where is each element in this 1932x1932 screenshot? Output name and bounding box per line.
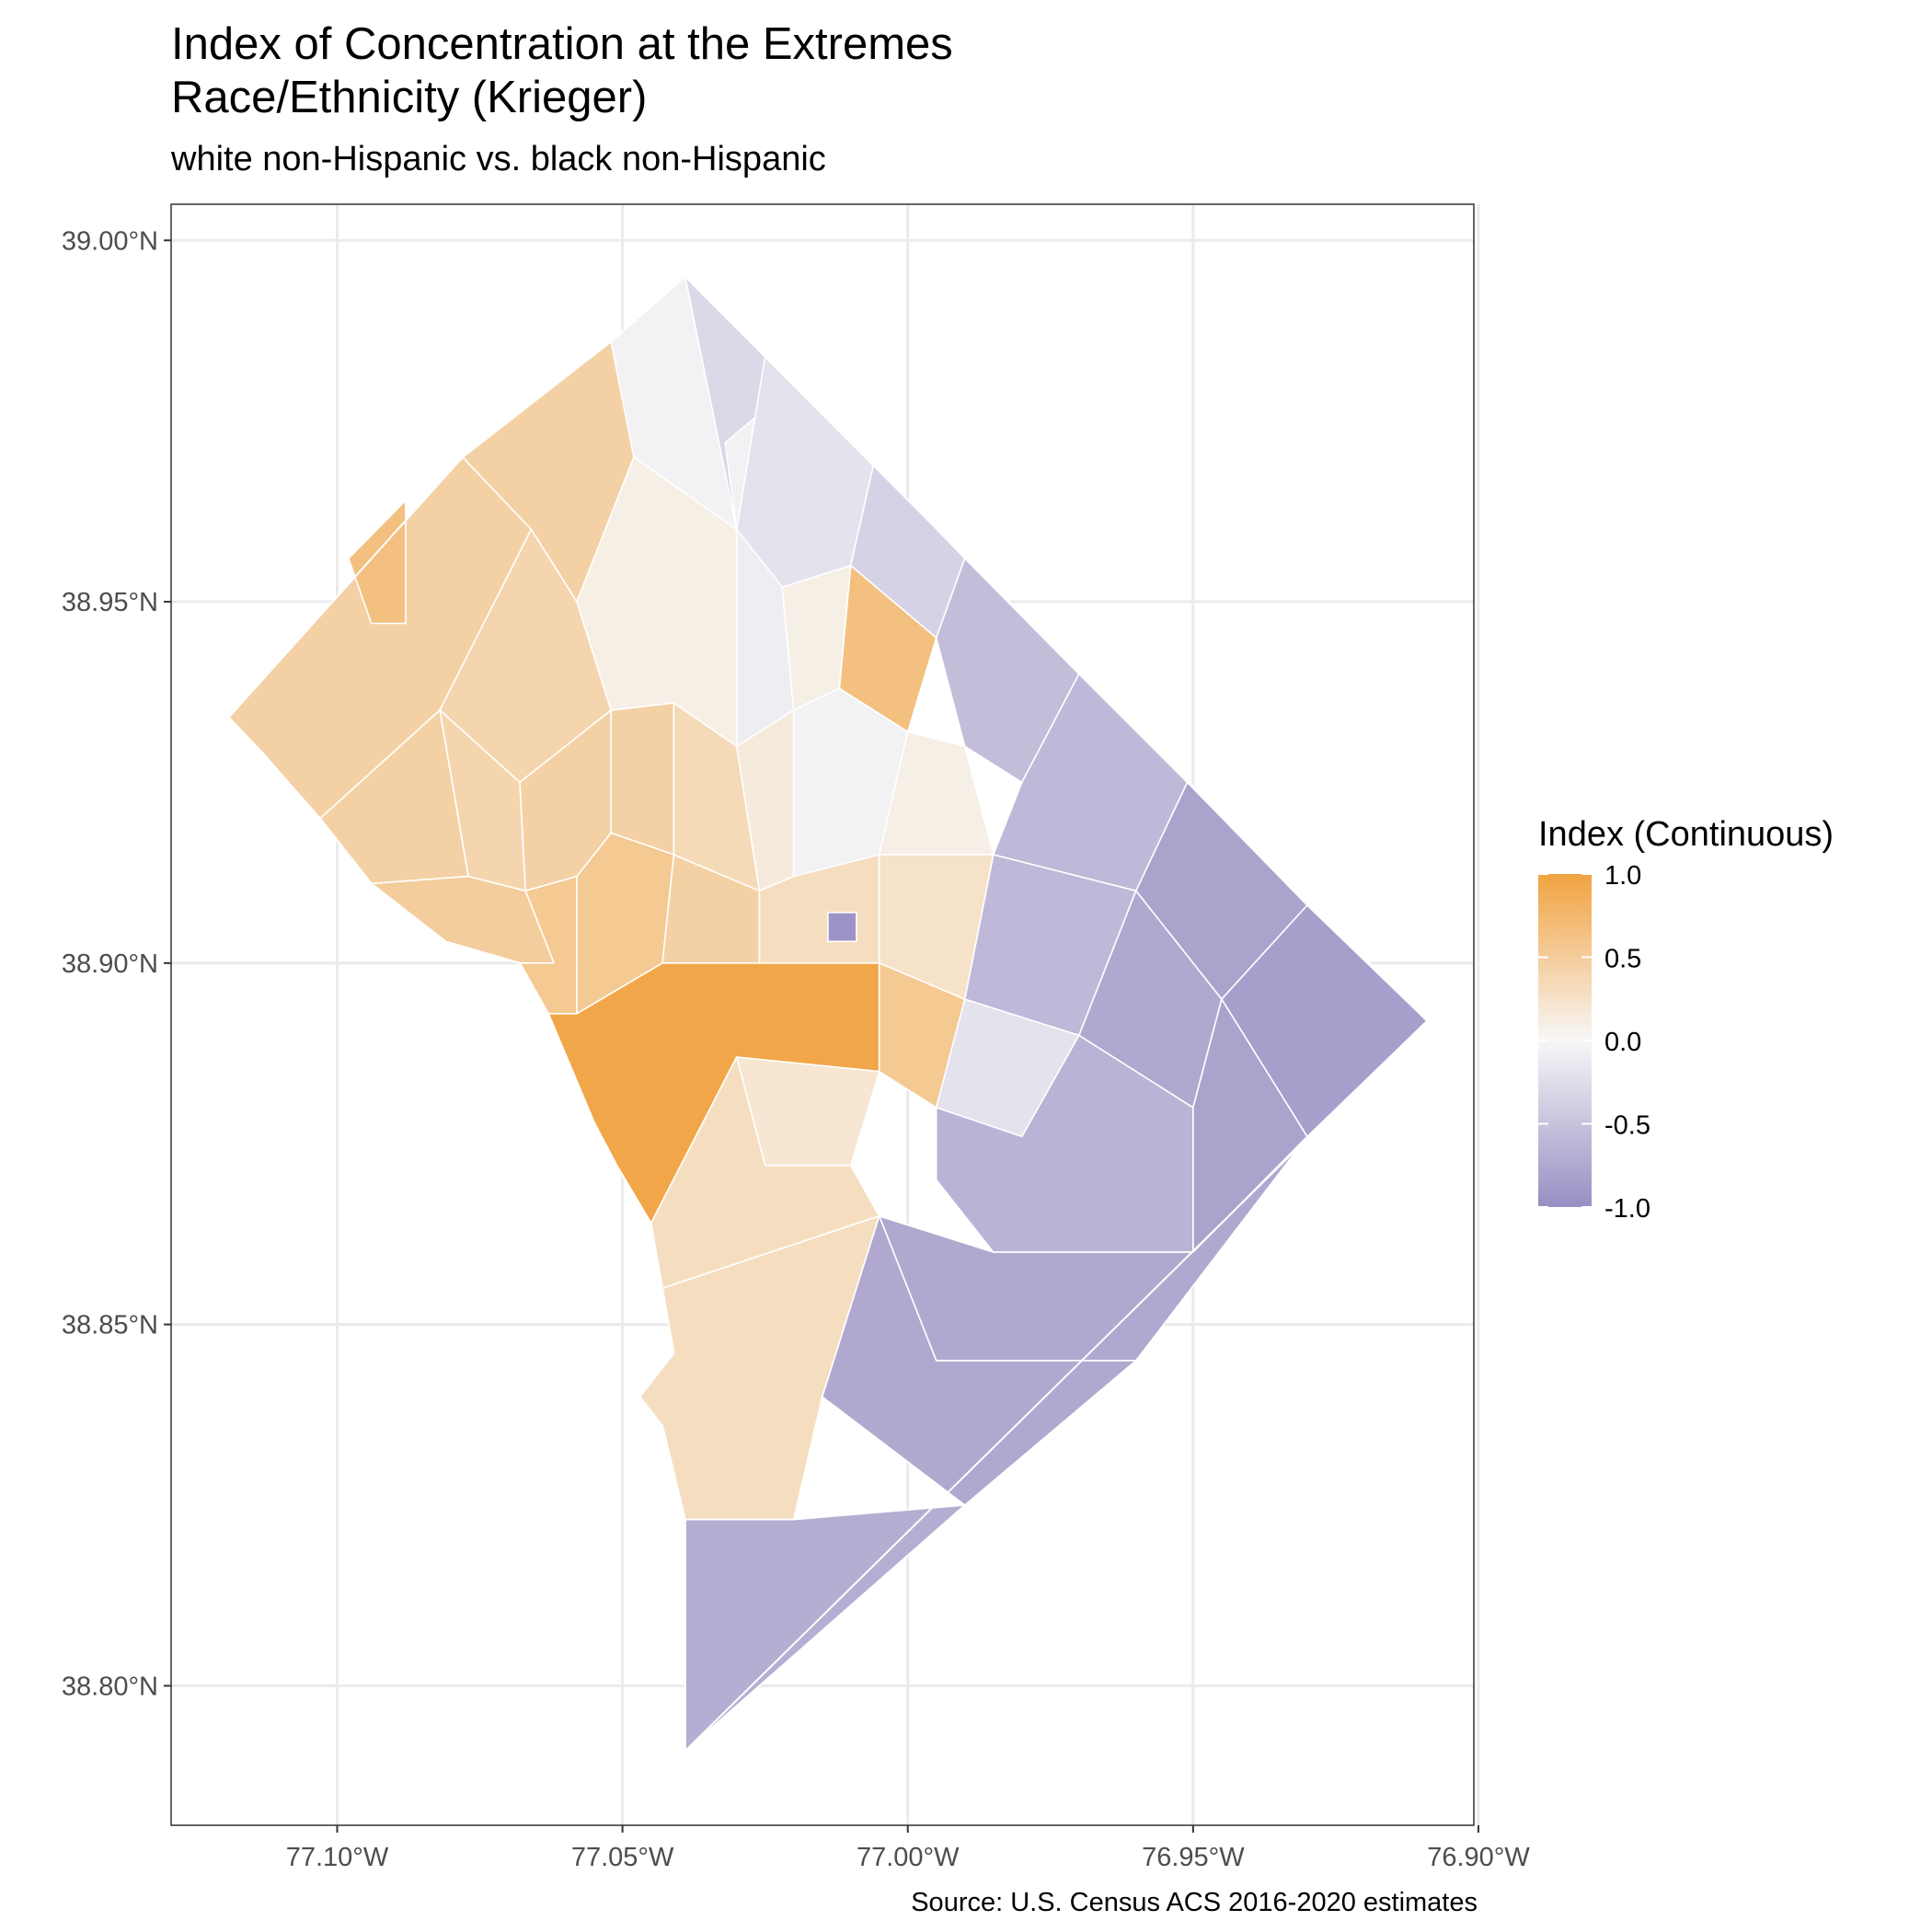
district-outline	[227, 275, 1429, 1754]
y-tick-label: 38.85°N	[62, 1311, 158, 1340]
legend-tick-label: 1.0	[1604, 861, 1641, 891]
y-tick-label: 38.80°N	[62, 1672, 158, 1701]
source-caption: Source: U.S. Census ACS 2016-2020 estima…	[911, 1888, 1478, 1917]
y-axis: 39.00°N 38.95°N 38.90°N 38.85°N 38.80°N	[62, 226, 171, 1701]
x-tick-label: 76.90°W	[1427, 1843, 1530, 1872]
x-axis: 77.10°W 77.05°W 77.00°W 76.95°W 76.90°W	[286, 1825, 1530, 1872]
chart-title-line1: Index of Concentration at the Extremes	[171, 19, 953, 69]
legend-tick-label: -0.5	[1604, 1111, 1650, 1141]
y-tick-label: 38.90°N	[62, 949, 158, 979]
y-tick-label: 38.95°N	[62, 588, 158, 617]
legend-tick-label: 0.5	[1604, 945, 1641, 974]
legend-title: Index (Continuous)	[1538, 815, 1834, 854]
census-tract	[935, 1034, 1194, 1253]
chart-title-line2: Race/Ethnicity (Krieger)	[171, 73, 648, 122]
x-tick-label: 77.05°W	[571, 1843, 674, 1872]
census-tract	[610, 702, 675, 856]
legend-ticks: 1.0 0.5 0.0 -0.5 -1.0	[1538, 861, 1650, 1224]
y-tick-label: 39.00°N	[62, 226, 158, 256]
x-tick-label: 77.10°W	[286, 1843, 389, 1872]
x-tick-label: 77.00°W	[857, 1843, 960, 1872]
census-tract	[348, 500, 407, 625]
census-tract	[935, 558, 1080, 784]
legend: 1.0 0.5 0.0 -0.5 -1.0	[1538, 861, 1650, 1224]
x-tick-label: 76.95°W	[1142, 1843, 1245, 1872]
census-tracts	[227, 275, 1428, 1752]
legend-tick-label: 0.0	[1604, 1028, 1641, 1057]
legend-tick-label: -1.0	[1604, 1194, 1650, 1224]
plot-border	[170, 203, 1475, 1826]
census-tract	[821, 1215, 1137, 1506]
census-tract	[827, 912, 857, 943]
chart-subtitle: white non-Hispanic vs. black non-Hispani…	[171, 140, 826, 178]
